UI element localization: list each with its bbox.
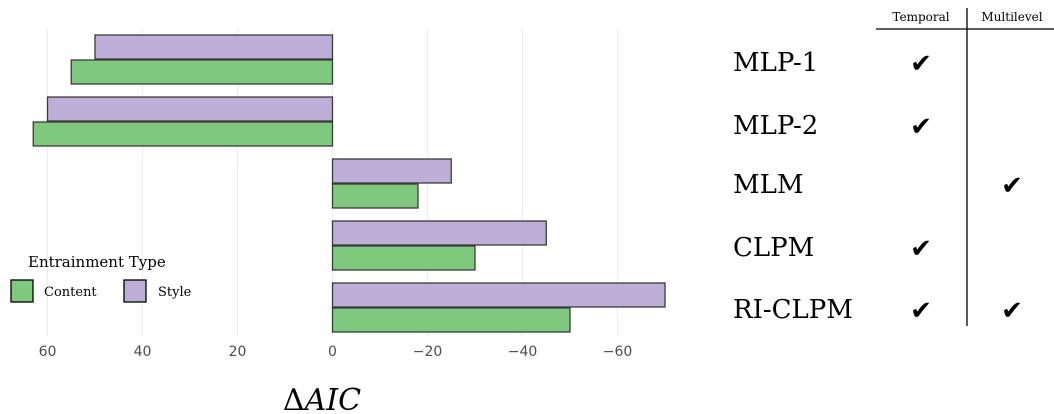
- temporal-check-icon: ✔: [910, 296, 932, 326]
- bar-content-mlp-1: [71, 60, 332, 84]
- bar-style-clpm: [333, 221, 547, 245]
- model-table: Temporal Multilevel MLP-1 ✔ MLP-2 ✔ MLM ✔ CLPM…: [733, 8, 1054, 326]
- x-tick-label: −60: [603, 344, 633, 360]
- table-rows: MLP-1 ✔ MLP-2 ✔ MLM ✔ CLPM ✔ RI-CLPM ✔ ✔: [733, 48, 1023, 326]
- bar-content-clpm: [333, 246, 476, 270]
- multilevel-check-icon: ✔: [1001, 171, 1023, 201]
- legend-label-style: Style: [158, 285, 192, 300]
- bar-style-mlm: [333, 159, 452, 183]
- bar-style-mlp-1: [95, 35, 333, 59]
- bar-style-ri-clpm: [333, 283, 666, 307]
- row-label-mlp-1: MLP-1: [733, 48, 818, 78]
- x-tick-label: 20: [229, 344, 247, 360]
- x-axis-ticks: 60 40 20 0 −20 −40 −60: [39, 344, 633, 360]
- x-tick-label: −40: [508, 344, 538, 360]
- legend-swatch-style: [124, 280, 146, 302]
- x-tick-label: 0: [328, 344, 337, 360]
- x-tick-label: 40: [134, 344, 152, 360]
- legend-label-content: Content: [44, 285, 97, 300]
- bar-style-mlp-2: [48, 97, 333, 121]
- x-tick-label: 60: [39, 344, 57, 360]
- x-tick-label: −20: [413, 344, 443, 360]
- legend: Entrainment Type Content Style: [11, 253, 192, 302]
- row-label-ri-clpm: RI-CLPM: [733, 295, 853, 325]
- multilevel-check-icon: ✔: [1001, 296, 1023, 326]
- column-header-multilevel: Multilevel: [981, 10, 1042, 24]
- bar-content-mlp-2: [33, 122, 332, 146]
- bar-content-ri-clpm: [333, 308, 571, 332]
- temporal-check-icon: ✔: [910, 112, 932, 142]
- legend-title: Entrainment Type: [28, 253, 166, 271]
- row-label-mlm: MLM: [733, 170, 804, 200]
- legend-swatch-content: [11, 280, 33, 302]
- temporal-check-icon: ✔: [910, 49, 932, 79]
- temporal-check-icon: ✔: [910, 234, 932, 264]
- row-label-clpm: CLPM: [733, 233, 814, 263]
- column-header-temporal: Temporal: [892, 10, 949, 24]
- x-axis-title: ΔAIC: [283, 383, 361, 414]
- row-label-mlp-2: MLP-2: [733, 111, 818, 141]
- bar-content-mlm: [333, 184, 419, 208]
